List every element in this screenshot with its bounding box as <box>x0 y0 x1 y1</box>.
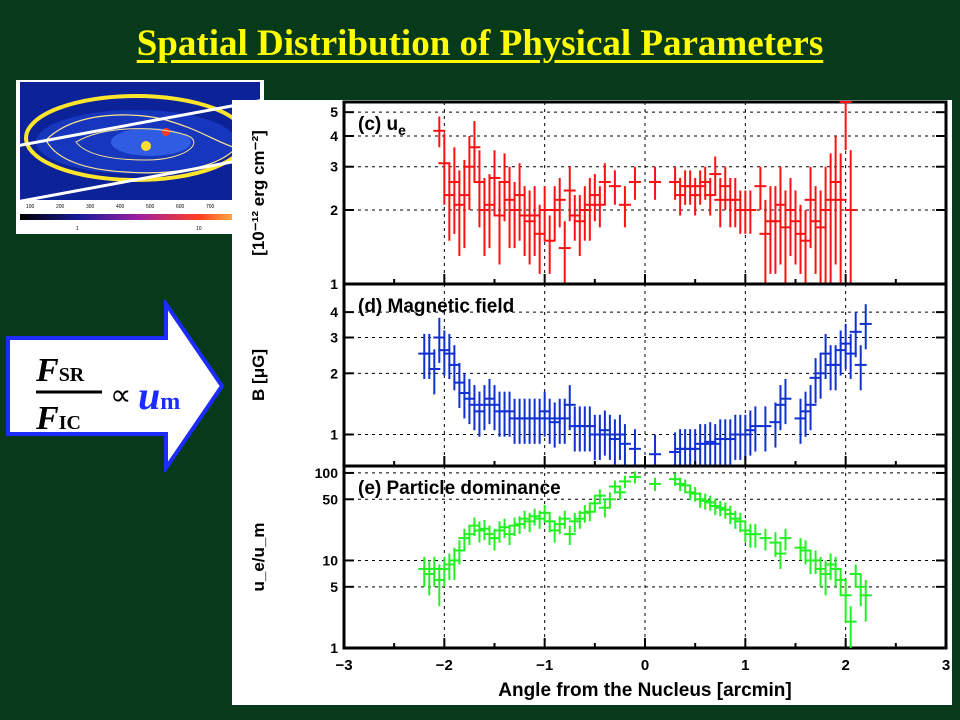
y-tick-label: 1 <box>330 427 338 443</box>
formula-numerator: FSR <box>36 352 85 389</box>
y-tick-label: 3 <box>330 330 338 346</box>
thumb-tick-label: 600 <box>176 204 185 210</box>
panel-label: (c) ue <box>358 114 406 138</box>
thumb-tick-label: 500 <box>146 204 155 210</box>
thumb-tick-label: 100 <box>26 204 35 210</box>
y-tick-label: 3 <box>330 159 338 175</box>
y-axis-label: [10⁻¹² erg cm⁻²] <box>249 130 268 256</box>
x-axis-label: Angle from the Nucleus [arcmin] <box>498 680 792 701</box>
thumb-tick-label: 700 <box>206 204 215 210</box>
x-tick-label: −1 <box>536 657 553 674</box>
y-tick-label: 50 <box>322 491 338 507</box>
x-tick-label: 2 <box>841 657 849 674</box>
slide-title: Spatial Distribution of Physical Paramet… <box>136 23 824 64</box>
y-tick-label: 5 <box>330 104 338 120</box>
x-tick-label: 1 <box>741 657 749 674</box>
panel-label: (d) Magnetic field <box>358 296 514 317</box>
formula-arrow: FSR FIC ∝ um <box>6 297 226 475</box>
thumb-tick-label: 400 <box>116 204 125 210</box>
thumb-tick-label: 200 <box>56 204 65 210</box>
y-tick-label: 1 <box>330 640 338 656</box>
y-tick-label: 1 <box>330 276 338 292</box>
formula-denominator: FIC <box>36 400 81 437</box>
x-tick-label: 0 <box>641 657 649 674</box>
y-tick-label: 10 <box>322 552 338 568</box>
panel-label: (e) Particle dominance <box>358 478 561 499</box>
x-tick-label: −2 <box>436 657 453 674</box>
thumb-colorbar-label: 10 <box>196 226 202 232</box>
y-tick-label: 4 <box>330 128 338 144</box>
y-tick-label: 2 <box>330 365 338 381</box>
x-tick-label: −3 <box>335 657 352 674</box>
y-tick-label: 100 <box>315 465 339 481</box>
arrow-shape <box>6 297 225 475</box>
three-panel-chart: 1 2 3 4 5 (c) ue [10⁻¹² erg cm⁻²] 1 2 3 4 (d) Magne… <box>232 100 952 705</box>
thumb-tick-label: 300 <box>86 204 95 210</box>
plot-background <box>232 100 952 705</box>
nucleus-spot <box>141 141 151 151</box>
thumb-colorbar-label: 1 <box>76 226 79 232</box>
proportional-symbol: ∝ <box>110 379 132 412</box>
x-tick-label: 3 <box>942 657 950 674</box>
formula-rhs: um <box>138 373 181 418</box>
y-tick-label: 2 <box>330 202 338 218</box>
xray-thumbnail-image: 100 200 300 400 500 600 700 1 10 <box>16 80 264 234</box>
y-axis-label: u_e/u_m <box>249 523 268 592</box>
y-tick-label: 4 <box>330 304 338 320</box>
y-axis-label: B [μG] <box>249 349 268 401</box>
y-tick-label: 5 <box>330 579 338 595</box>
